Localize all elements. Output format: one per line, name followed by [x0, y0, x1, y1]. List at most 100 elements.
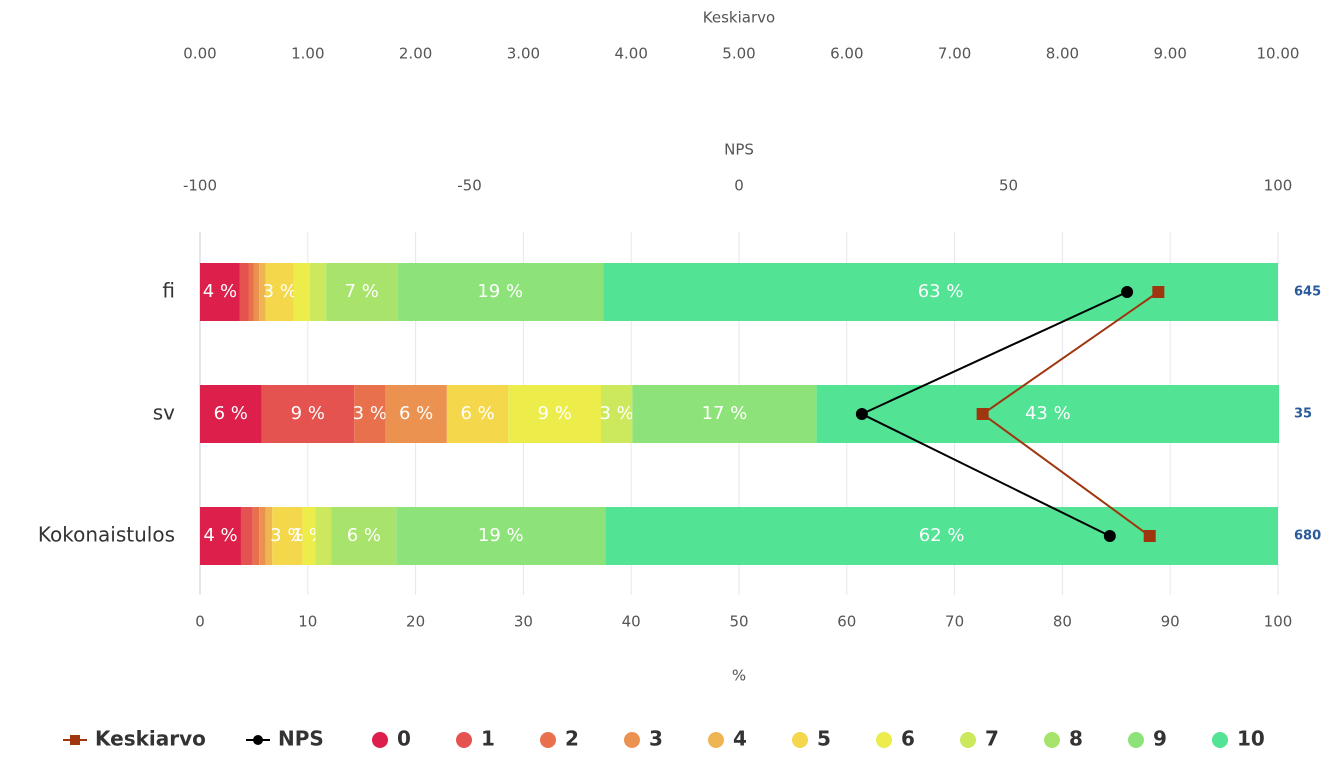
bar-segment: [331, 507, 397, 565]
x3-tick-label: -100: [183, 177, 217, 195]
value-label: 3 %: [263, 281, 297, 302]
x3-tick-label: 50: [999, 177, 1018, 195]
bar-segment: [252, 507, 260, 565]
bar-segment: [508, 385, 602, 443]
y-tick-label: Kokonaistulos: [38, 523, 175, 547]
line-marker: [976, 408, 989, 420]
legend-marker: [792, 732, 808, 748]
bar-segment: [293, 263, 310, 321]
legend-label: 0: [397, 727, 411, 751]
bar-segment: [265, 263, 294, 321]
value-label: 6 %: [460, 403, 494, 424]
x2-tick-label: 3.00: [507, 45, 540, 63]
value-label: 6 %: [214, 403, 248, 424]
bar-segment: [603, 263, 1278, 321]
legend-marker: [624, 732, 640, 748]
legend-label: 9: [1153, 727, 1167, 751]
legend-label: 2: [565, 727, 579, 751]
x2-tick-label: 2.00: [399, 45, 432, 63]
bar-segment: [200, 385, 262, 443]
legend-marker: [1128, 732, 1144, 748]
bar-segment: [816, 385, 1280, 443]
legend-label: 1: [481, 727, 495, 751]
value-label: 4 %: [203, 281, 237, 302]
x-tick-label: 90: [1161, 613, 1180, 631]
bar-segment: [248, 263, 254, 321]
bar-segment: [397, 263, 604, 321]
legend-marker: [456, 732, 472, 748]
legend-marker: [708, 732, 724, 748]
line-marker: [1152, 286, 1165, 298]
x-tick-label: 70: [945, 613, 964, 631]
bar-segment: [396, 507, 606, 565]
legend-marker: [960, 732, 976, 748]
x-tick-label: 60: [837, 613, 856, 631]
x3-tick-label: -50: [457, 177, 482, 195]
x2-tick-label: 7.00: [938, 45, 971, 63]
legend-label: Keskiarvo: [95, 727, 206, 751]
count-label: 35: [1294, 407, 1312, 422]
bar-segment: [259, 507, 266, 565]
legend-label: 10: [1237, 727, 1265, 751]
x-tick-label: 50: [729, 613, 748, 631]
bar-segment: [446, 385, 509, 443]
value-label: 6 %: [399, 403, 433, 424]
legend-marker: [876, 732, 892, 748]
x-tick-label: 80: [1053, 613, 1072, 631]
value-label: 63 %: [918, 281, 964, 302]
x2-tick-label: 6.00: [830, 45, 863, 63]
legend-marker: [253, 735, 263, 745]
x-tick-label: 20: [406, 613, 425, 631]
x2-tick-label: 0.00: [183, 45, 216, 63]
bar-segment: [302, 507, 316, 565]
x3-axis-title: NPS: [724, 141, 754, 159]
x2-tick-label: 5.00: [722, 45, 755, 63]
value-label: 7 %: [345, 281, 379, 302]
value-label: 43 %: [1025, 403, 1071, 424]
legend-label: 6: [901, 727, 915, 751]
x2-tick-label: 1.00: [291, 45, 324, 63]
x-tick-label: 40: [622, 613, 641, 631]
legend-marker: [540, 732, 556, 748]
value-label: 9 %: [538, 403, 572, 424]
line-marker: [1143, 530, 1156, 542]
bar-segment: [253, 263, 260, 321]
value-label: 4 %: [203, 525, 237, 546]
value-label: 19 %: [478, 525, 524, 546]
y-tick-label: fi: [162, 279, 175, 303]
bar-segment: [239, 263, 249, 321]
legend-label: 3: [649, 727, 663, 751]
count-label: 645: [1294, 285, 1321, 300]
bar-segment: [261, 385, 355, 443]
legend-label: 8: [1069, 727, 1083, 751]
x-axis-title: %: [732, 667, 746, 685]
bar-segment: [632, 385, 817, 443]
bar-segment: [240, 507, 253, 565]
legend-label: NPS: [278, 727, 324, 751]
x2-axis-title: Keskiarvo: [703, 9, 775, 27]
y-tick-label: sv: [153, 401, 175, 425]
bar-segment: [265, 507, 273, 565]
x2-tick-label: 8.00: [1046, 45, 1079, 63]
value-label: 6 %: [347, 525, 381, 546]
bar-segment: [309, 263, 327, 321]
bar-segment: [326, 263, 398, 321]
x-tick-label: 10: [298, 613, 317, 631]
bar-segment: [259, 263, 266, 321]
bar-segment: [272, 507, 303, 565]
legend-label: 5: [817, 727, 831, 751]
legend-marker: [1212, 732, 1228, 748]
x2-tick-label: 4.00: [614, 45, 647, 63]
value-label: 3 %: [270, 525, 304, 546]
value-label: 62 %: [919, 525, 965, 546]
bar-segment: [200, 263, 240, 321]
x3-tick-label: 0: [734, 177, 744, 195]
value-label: 17 %: [702, 403, 748, 424]
legend-label: 4: [733, 727, 747, 751]
bar-segment: [200, 507, 241, 565]
legend-label: 7: [985, 727, 999, 751]
x2-tick-label: 10.00: [1257, 45, 1300, 63]
bar-segment: [354, 385, 386, 443]
x-tick-label: 0: [195, 613, 205, 631]
x-tick-label: 30: [514, 613, 533, 631]
